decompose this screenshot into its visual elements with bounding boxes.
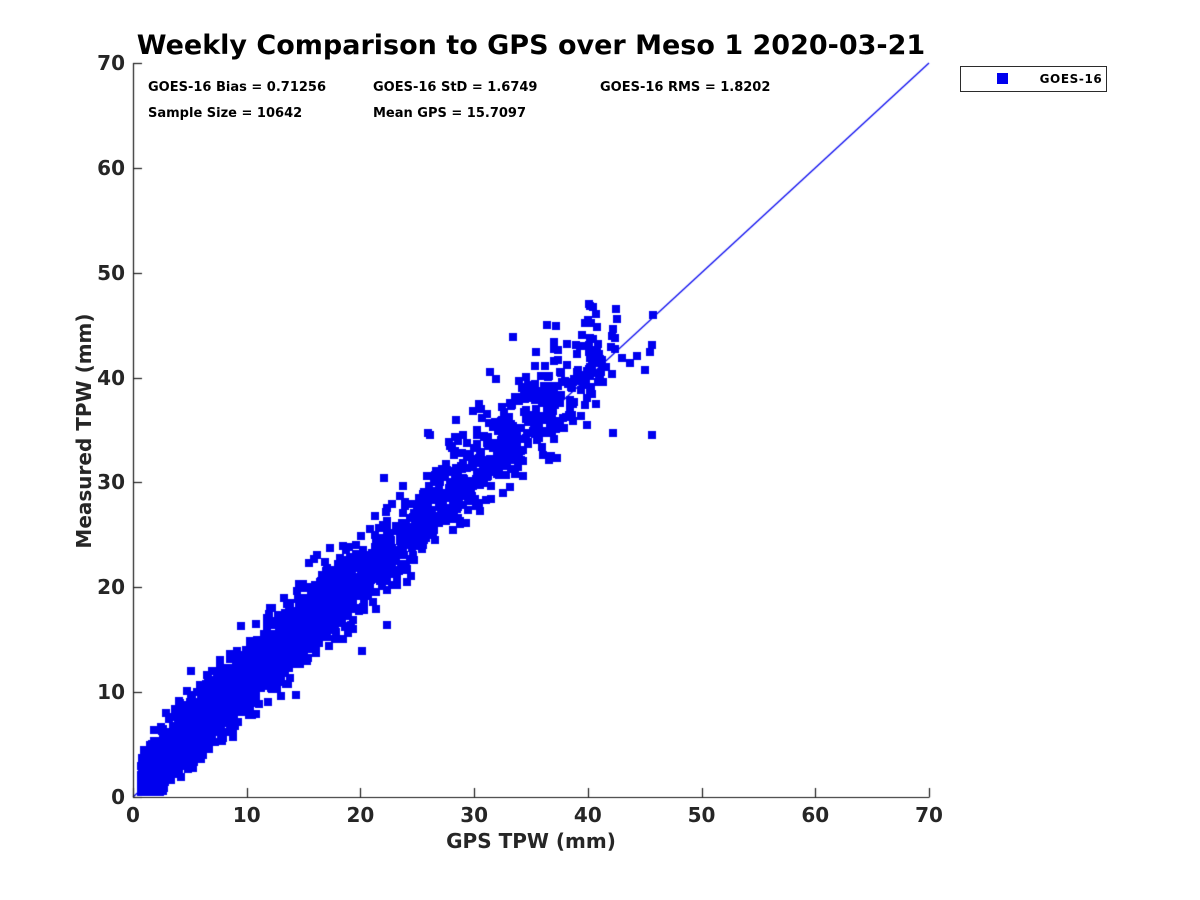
x-tick-label: 60 [801, 803, 830, 827]
x-axis-label: GPS TPW (mm) [446, 829, 616, 853]
x-tick-label: 40 [573, 803, 602, 827]
legend-series-label: GOES-16 [1039, 72, 1103, 86]
x-tick-label: 70 [915, 803, 943, 827]
stat-rms: GOES-16 RMS = 1.8202 [600, 80, 771, 95]
y-tick-label: 50 [97, 260, 125, 285]
y-tick-label: 0 [111, 785, 125, 809]
x-tick-label: 20 [346, 803, 375, 827]
y-tick-label: 60 [97, 155, 125, 180]
legend-marker-square-icon [997, 73, 1008, 84]
y-tick-label: 30 [97, 470, 125, 495]
legend-box: GOES-16 [960, 66, 1107, 92]
y-tick-label: 10 [97, 680, 125, 705]
stat-mean-gps: Mean GPS = 15.7097 [373, 106, 527, 121]
stat-bias: GOES-16 Bias = 0.71256 [148, 80, 327, 95]
x-tick-label: 50 [687, 803, 716, 827]
stat-sample-size: Sample Size = 10642 [148, 106, 303, 121]
chart-title: Weekly Comparison to GPS over Meso 1 202… [136, 30, 926, 61]
y-axis-label: Measured TPW (mm) [72, 313, 96, 549]
y-tick-label: 70 [97, 51, 125, 75]
x-tick-label: 10 [232, 803, 261, 827]
x-tick-label: 30 [460, 803, 489, 827]
y-tick-label: 40 [97, 365, 125, 390]
x-tick-label: 0 [126, 803, 140, 827]
y-tick-label: 20 [97, 575, 125, 600]
stat-std: GOES-16 StD = 1.6749 [373, 80, 538, 95]
